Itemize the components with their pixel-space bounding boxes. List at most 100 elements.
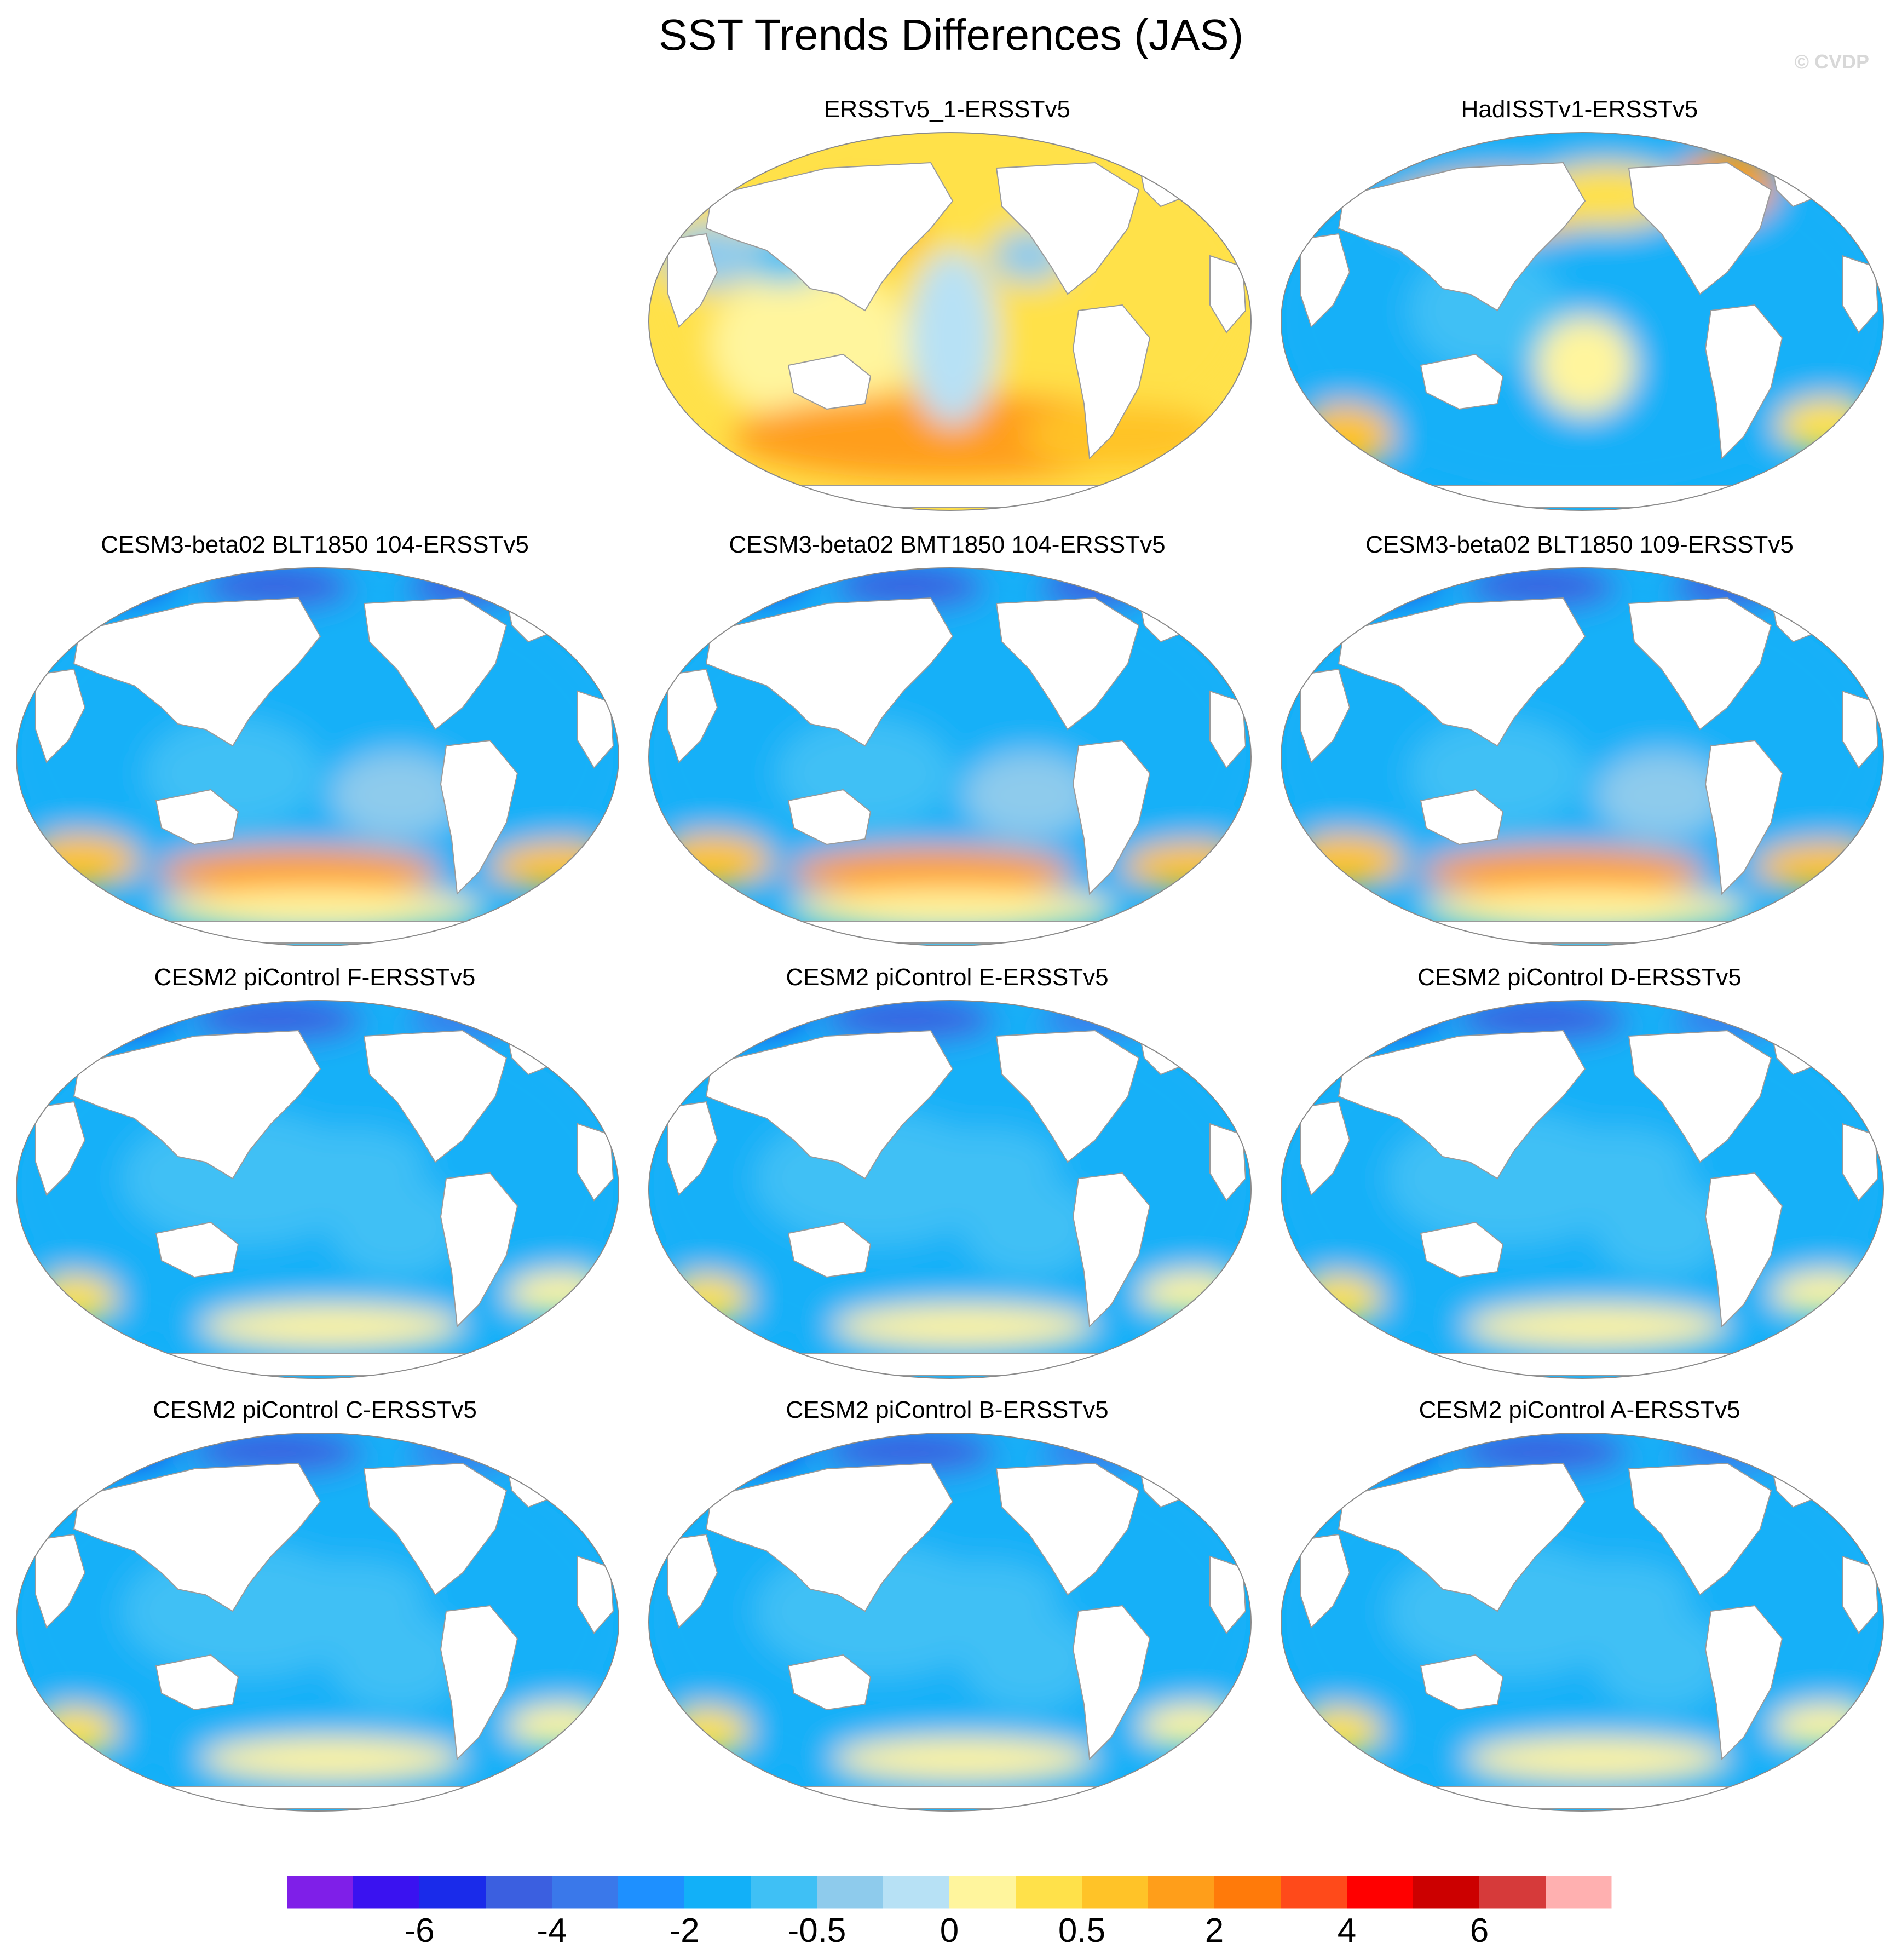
landmass <box>35 1101 86 1196</box>
sst-anomaly-region <box>1596 1611 1727 1710</box>
landmass <box>1358 1353 1806 1376</box>
landmass <box>155 1654 239 1711</box>
landmass <box>440 1172 518 1328</box>
sst-anomaly-region <box>1454 1001 1629 1042</box>
landmass <box>787 353 872 410</box>
sst-anomaly-region <box>821 1433 996 1474</box>
colorbar-box <box>1281 1876 1347 1909</box>
landmass <box>73 597 321 747</box>
landmass <box>1704 304 1783 460</box>
landmass <box>155 789 239 846</box>
landmass <box>1300 668 1351 763</box>
map-panel: CESM3-beta02 BMT1850 104-ERSSTv5 <box>638 531 1257 953</box>
colorbar-box <box>1148 1876 1215 1909</box>
colorbar-box <box>883 1876 950 1909</box>
landmass <box>35 1533 86 1629</box>
sst-anomaly-region <box>1536 316 1634 415</box>
landmass <box>726 1786 1174 1809</box>
landmass <box>705 162 954 312</box>
landmass <box>1420 789 1504 846</box>
sst-anomaly-region <box>1465 568 1618 609</box>
landmass <box>1358 1786 1806 1809</box>
sst-anomaly-region <box>189 1001 364 1042</box>
panel-title: CESM2 piControl E-ERSSTv5 <box>786 964 1109 991</box>
panel-title: HadISSTv1-ERSSTv5 <box>1461 96 1698 123</box>
landmass <box>995 1030 1140 1163</box>
colorbar-box <box>949 1876 1016 1909</box>
panel-title: CESM3-beta02 BLT1850 109-ERSSTv5 <box>1365 531 1794 558</box>
sst-anomaly-region <box>662 1274 750 1324</box>
landmass <box>705 1030 954 1180</box>
world-map <box>16 1000 619 1379</box>
colorbar-tick-label: 4 <box>1337 1912 1357 1950</box>
landmass <box>1420 1654 1504 1711</box>
landmass <box>1704 1172 1783 1328</box>
landmass <box>363 1030 508 1163</box>
panel-title: CESM3-beta02 BMT1850 104-ERSSTv5 <box>729 531 1166 558</box>
map-border <box>16 1433 619 1812</box>
sst-anomaly-region <box>1596 751 1727 839</box>
landmass <box>155 1221 239 1278</box>
colorbar-box <box>353 1876 420 1909</box>
sst-anomaly-region <box>1139 1704 1248 1748</box>
landmass <box>35 668 86 763</box>
landmass <box>667 1533 718 1629</box>
sst-anomaly-region <box>1777 398 1875 453</box>
landmass <box>1072 739 1151 895</box>
sst-anomaly-region <box>652 834 772 888</box>
sst-anomaly-region <box>200 1737 463 1781</box>
world-map <box>1281 132 1884 511</box>
map-border <box>1281 1433 1884 1812</box>
sst-anomaly-region <box>788 847 1073 896</box>
map-border <box>1281 567 1884 946</box>
sst-anomaly-region <box>964 1611 1095 1710</box>
landmass <box>73 1030 321 1180</box>
landmass <box>1338 1462 1586 1612</box>
map-border <box>16 567 619 946</box>
panel-title: CESM2 piControl C-ERSSTv5 <box>153 1396 477 1423</box>
sst-anomaly-region <box>909 250 996 426</box>
sst-anomaly-region <box>1295 1274 1382 1324</box>
map-border <box>648 567 1252 946</box>
panel-title: ERSSTv5_1-ERSSTv5 <box>824 96 1070 123</box>
landmass <box>726 1353 1174 1376</box>
sst-anomaly-region <box>914 1562 1057 1628</box>
landmass <box>1338 162 1586 312</box>
map-border <box>648 1433 1252 1812</box>
landmass <box>667 233 718 328</box>
figure-title: SST Trends Differences (JAS) <box>658 10 1244 59</box>
sst-anomaly-region <box>1295 1707 1382 1756</box>
sst-anomaly-region <box>1139 1272 1248 1315</box>
map-panel: ERSSTv5_1-ERSSTv5 <box>638 96 1257 518</box>
sst-anomaly-region <box>662 1707 750 1756</box>
colorbar-box <box>287 1876 354 1909</box>
colorbar-tick-label: 0.5 <box>1058 1912 1106 1950</box>
world-map <box>1281 567 1884 946</box>
landmass <box>440 1605 518 1761</box>
sst-anomaly-region <box>1454 1433 1629 1474</box>
landmass <box>995 597 1140 731</box>
map-border <box>1281 1000 1884 1379</box>
colorbar-tick-label: -0.5 <box>787 1912 846 1950</box>
sst-anomaly-region <box>156 847 441 896</box>
sst-anomaly-region <box>331 1611 463 1710</box>
landmass <box>1420 353 1504 410</box>
colorbar-box <box>1016 1876 1082 1909</box>
landmass <box>726 921 1174 944</box>
map-border <box>648 132 1252 511</box>
landmass <box>726 485 1174 508</box>
colorbar-box <box>751 1876 817 1909</box>
map-panel: CESM2 piControl D-ERSSTv5 <box>1270 964 1889 1386</box>
sst-anomaly-region <box>1547 1129 1689 1195</box>
map-border <box>1281 132 1884 511</box>
landmass <box>1072 1172 1151 1328</box>
sst-anomaly-region <box>1596 1179 1727 1277</box>
landmass <box>995 1462 1140 1596</box>
world-map <box>16 567 619 946</box>
landmass <box>1338 597 1586 747</box>
landmass <box>787 1221 872 1278</box>
landmass <box>94 921 541 944</box>
world-map <box>16 1433 619 1812</box>
sst-anomaly-region <box>30 1274 118 1324</box>
sst-anomaly-region <box>1284 834 1404 888</box>
